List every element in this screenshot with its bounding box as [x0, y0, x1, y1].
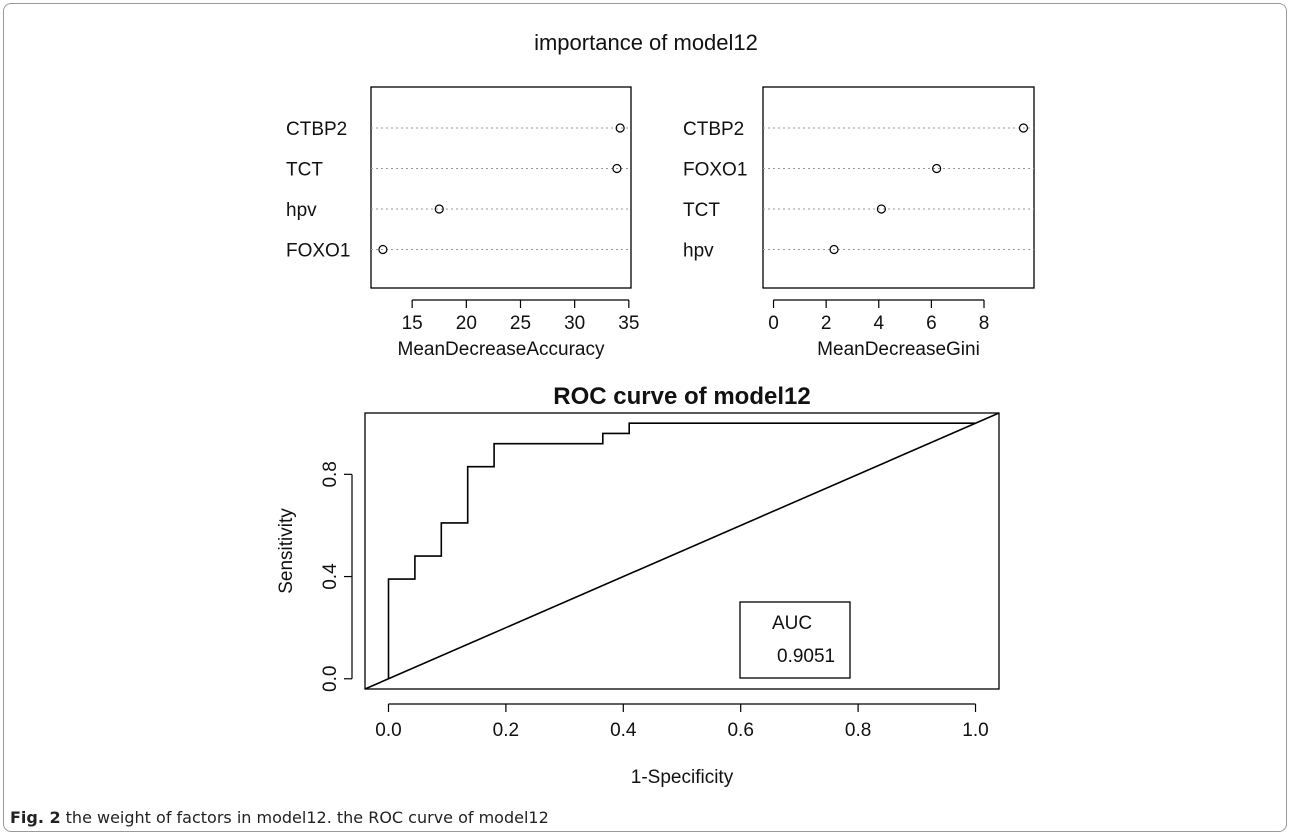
- auc-legend-title: AUC: [772, 613, 812, 634]
- roc-plot-frame: [364, 412, 1000, 690]
- figure-caption: Fig. 2 the weight of factors in model12. …: [10, 808, 549, 827]
- roc-diagonal-line: [364, 412, 1000, 690]
- accuracy-category-label: TCT: [286, 160, 323, 181]
- roc-y-tick-label: 0.0: [320, 666, 341, 692]
- auc-legend-box: [739, 601, 851, 679]
- gini-x-axis-label: MeanDecreaseGini: [817, 339, 980, 360]
- importance-title: importance of model12: [534, 30, 758, 55]
- roc-y-tick-label: 0.4: [320, 563, 341, 590]
- gini-category-label: CTBP2: [683, 119, 744, 140]
- accuracy-plot-frame: [370, 86, 632, 289]
- gini-point: [1018, 123, 1029, 133]
- gini-x-tick-label: 8: [979, 313, 990, 334]
- roc-x-tick-label: 0.6: [727, 720, 753, 741]
- gini-plot-frame: [762, 86, 1035, 289]
- roc-x-tick-label: 0.4: [610, 720, 637, 741]
- accuracy-x-tick-label: 20: [456, 313, 477, 334]
- figure-canvas: importance of model12 CTBP2 TCT hpv FOXO1 15 2…: [276, 30, 1035, 788]
- roc-x-tick-label: 1.0: [962, 720, 988, 741]
- accuracy-point: [378, 244, 388, 255]
- roc-title: ROC curve of model12: [553, 383, 810, 410]
- caption-text: the weight of factors in model12. the RO…: [65, 808, 549, 827]
- roc-x-axis-label: 1-Specificity: [631, 767, 734, 788]
- accuracy-x-axis-label: MeanDecreaseAccuracy: [398, 339, 605, 360]
- accuracy-category-label: FOXO1: [286, 241, 350, 262]
- gini-category-label: FOXO1: [683, 160, 747, 181]
- accuracy-x-tick-label: 25: [510, 313, 531, 334]
- accuracy-point: [434, 204, 444, 214]
- roc-curve: [387, 422, 976, 679]
- gini-point: [876, 204, 886, 214]
- roc-y-axis-label: Sensitivity: [276, 508, 297, 594]
- roc-x-tick-label: 0.0: [375, 720, 401, 741]
- accuracy-x-tick-label: 15: [402, 313, 423, 334]
- accuracy-point: [615, 123, 625, 133]
- gini-x-tick-label: 0: [768, 313, 779, 334]
- gini-x-tick-label: 6: [926, 313, 937, 334]
- roc-y-tick-label: 0.8: [320, 461, 341, 487]
- caption-label: Fig. 2: [10, 808, 61, 827]
- gini-x-tick-label: 4: [873, 313, 884, 334]
- gini-category-label: TCT: [683, 200, 720, 221]
- figure-frame: [3, 3, 1287, 832]
- accuracy-x-tick-label: 35: [618, 313, 639, 334]
- gini-x-tick-label: 2: [821, 313, 832, 334]
- gini-category-label: hpv: [683, 241, 714, 262]
- roc-x-tick-label: 0.2: [493, 720, 519, 741]
- accuracy-category-label: CTBP2: [286, 119, 347, 140]
- accuracy-category-label: hpv: [286, 200, 317, 221]
- gini-point: [829, 244, 839, 255]
- gini-point: [932, 163, 942, 174]
- auc-legend-value: 0.9051: [777, 646, 835, 667]
- accuracy-point: [612, 163, 622, 174]
- accuracy-x-tick-label: 30: [564, 313, 585, 334]
- roc-x-tick-label: 0.8: [845, 720, 871, 741]
